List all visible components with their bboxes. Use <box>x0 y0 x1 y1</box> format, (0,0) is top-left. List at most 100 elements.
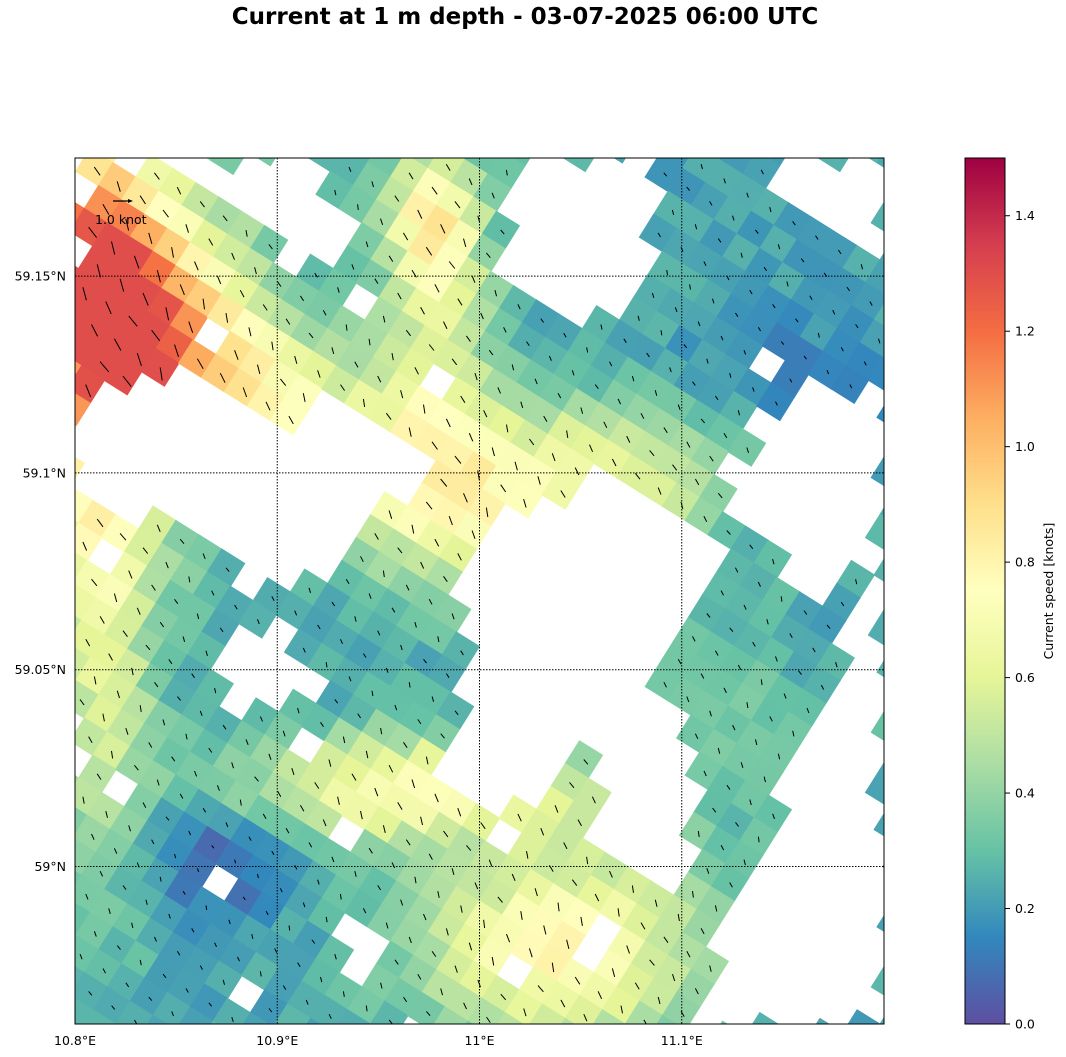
current-arrow <box>188 321 194 333</box>
current-arrow <box>308 332 314 339</box>
current-arrow <box>234 350 239 360</box>
current-arrow <box>766 619 769 625</box>
reference-vector-label: 1.0 knot <box>95 212 147 227</box>
current-arrow <box>179 284 185 295</box>
current-arrow <box>506 933 511 943</box>
current-arrow <box>574 976 581 985</box>
current-arrow <box>617 908 620 917</box>
current-arrow <box>388 764 394 773</box>
speed-cell <box>318 1032 357 1057</box>
current-arrow <box>216 785 220 791</box>
current-arrow <box>589 444 594 453</box>
current-arrow <box>760 169 764 175</box>
current-arrow <box>105 810 108 818</box>
speed-cell <box>75 584 97 622</box>
current-arrow <box>99 361 110 373</box>
speed-cell <box>75 207 108 247</box>
current-arrow <box>746 447 749 454</box>
current-arrow <box>626 435 631 443</box>
reference-vector: 1.0 knot <box>95 199 147 227</box>
speed-cell <box>896 565 935 604</box>
current-arrow <box>299 295 305 302</box>
current-arrow <box>486 252 491 259</box>
current-arrow <box>712 298 715 304</box>
current-arrow <box>846 286 851 292</box>
speed-cell <box>876 914 884 932</box>
current-arrow <box>317 879 320 885</box>
current-arrow <box>208 238 214 246</box>
current-arrow <box>271 596 275 601</box>
current-arrow <box>159 621 165 628</box>
current-arrow <box>380 727 383 735</box>
current-arrow <box>677 659 682 665</box>
current-arrow <box>700 928 705 935</box>
current-arrow <box>360 556 364 563</box>
current-arrow <box>182 890 186 895</box>
current-arrow <box>448 261 456 269</box>
current-arrow <box>743 350 747 355</box>
speed-cell <box>791 1041 830 1057</box>
colorbar-ticks: 0.0 0.2 0.4 0.6 0.8 1.0 1.2 1.4 <box>1005 208 1035 1032</box>
current-arrow <box>443 576 448 582</box>
current-arrow <box>82 541 88 551</box>
current-arrow <box>248 836 252 841</box>
current-arrow <box>755 739 758 746</box>
current-arrow <box>154 172 160 180</box>
current-arrow <box>268 753 272 760</box>
speed-cell <box>29 374 68 413</box>
current-arrow <box>225 567 230 572</box>
current-arrow <box>437 891 440 898</box>
current-arrow <box>543 415 548 422</box>
current-arrow <box>208 747 213 753</box>
current-arrow <box>700 164 703 170</box>
current-arrow <box>500 993 507 1001</box>
current-arrow <box>440 733 445 739</box>
current-arrow <box>511 364 515 371</box>
current-arrow <box>182 636 186 643</box>
current-arrow <box>394 195 400 202</box>
current-arrow <box>262 813 267 819</box>
current-arrow <box>145 899 148 905</box>
current-arrow <box>726 784 731 790</box>
current-arrow <box>219 372 226 383</box>
speed-cell <box>727 428 767 467</box>
current-arrow <box>840 601 845 607</box>
current-arrow <box>720 590 724 596</box>
current-arrow <box>271 341 274 351</box>
current-arrow <box>543 925 547 935</box>
current-arrow <box>586 347 589 353</box>
current-arrow <box>225 822 229 828</box>
current-arrow <box>485 507 489 518</box>
speed-cell <box>624 1000 664 1024</box>
current-arrow <box>331 347 335 355</box>
speed-cell <box>23 689 62 728</box>
current-arrow <box>345 578 350 585</box>
current-arrow <box>709 201 713 206</box>
speed-cell <box>661 991 701 1024</box>
current-arrow <box>351 264 355 270</box>
current-arrow <box>408 936 412 944</box>
current-arrow <box>563 842 568 850</box>
current-arrow <box>692 891 694 898</box>
current-arrow <box>697 321 701 327</box>
current-arrow <box>194 261 199 271</box>
speed-cell <box>104 102 143 141</box>
current-arrow <box>663 936 669 943</box>
speed-cell <box>35 568 74 607</box>
current-arrow <box>580 407 584 414</box>
current-arrow <box>340 384 346 391</box>
current-arrow <box>305 999 309 1005</box>
current-arrow <box>174 853 177 859</box>
current-arrow <box>102 713 105 722</box>
current-arrow <box>468 433 474 442</box>
current-arrow <box>803 355 807 360</box>
current-arrow <box>159 367 163 381</box>
current-arrow <box>320 976 323 983</box>
current-arrow <box>382 570 385 578</box>
current-arrow <box>314 782 320 789</box>
current-arrow <box>706 358 709 364</box>
current-arrow <box>440 988 443 996</box>
current-arrow <box>139 195 146 205</box>
speed-cell <box>306 1017 321 1024</box>
current-arrow <box>271 850 275 856</box>
